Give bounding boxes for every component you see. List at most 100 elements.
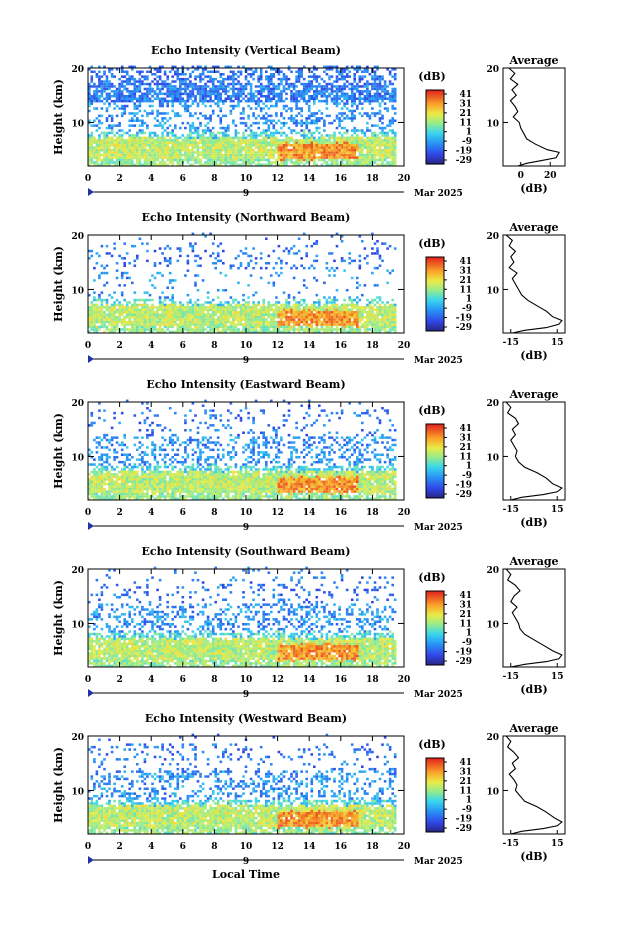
- heatmap-cell: [219, 306, 223, 309]
- heatmap-cell: [133, 148, 137, 152]
- heatmap-cell: [262, 328, 265, 331]
- heatmap-cell: [105, 318, 109, 321]
- heatmap-cell: [302, 279, 306, 282]
- heatmap-cell: [158, 163, 162, 167]
- heatmap-cell: [110, 90, 114, 93]
- heatmap-cell: [214, 325, 217, 329]
- heatmap-cell: [285, 92, 288, 96]
- heatmap-cell: [358, 75, 362, 78]
- heatmap-cell: [110, 85, 114, 88]
- heatmap-cell: [356, 85, 359, 88]
- heatmap-cell: [272, 148, 276, 152]
- heatmap-cell: [232, 308, 235, 312]
- heatmap-cell: [123, 242, 126, 245]
- heatmap-cell: [222, 141, 225, 144]
- heatmap-cell: [161, 144, 164, 147]
- heatmap-cell: [386, 92, 389, 96]
- heatmap-cell: [141, 320, 144, 324]
- heatmap-cell: [376, 87, 379, 91]
- heatmap-cell: [163, 92, 167, 96]
- heatmap-cell: [108, 87, 111, 91]
- heatmap-cell: [194, 68, 197, 71]
- heatmap-cell: [323, 87, 326, 91]
- heatmap-cell: [191, 90, 195, 93]
- heatmap-cell: [171, 139, 174, 142]
- heatmap-cell: [204, 129, 207, 132]
- heatmap-cell: [222, 315, 225, 319]
- heatmap-cell: [295, 163, 298, 167]
- heatmap-cell: [292, 99, 296, 103]
- heatmap-cell: [361, 161, 364, 164]
- heatmap-cell: [252, 293, 255, 297]
- heatmap-cell: [204, 139, 207, 142]
- heatmap-cell: [209, 92, 212, 96]
- heatmap-cell: [219, 308, 223, 312]
- heatmap-cell: [219, 144, 223, 147]
- heatmap-cell: [214, 313, 217, 316]
- heatmap-cell: [131, 161, 134, 164]
- heatmap-cell: [204, 249, 207, 253]
- heatmap-cell: [219, 126, 223, 130]
- heatmap-cell: [158, 320, 162, 324]
- heatmap-cell: [166, 318, 169, 321]
- heatmap-cell: [338, 73, 341, 76]
- heatmap-cell: [110, 313, 114, 316]
- heatmap-cell: [131, 117, 134, 120]
- heatmap-cell: [224, 151, 228, 154]
- heatmap-cell: [280, 77, 283, 81]
- heatmap-cell: [381, 77, 384, 81]
- colorbar-segment: [426, 139, 444, 143]
- heatmap-cell: [138, 87, 142, 91]
- heatmap-cell: [237, 313, 240, 316]
- heatmap-cell: [93, 308, 96, 312]
- heatmap-cell: [151, 153, 154, 157]
- heatmap-cell: [199, 85, 202, 88]
- heatmap-cell: [95, 262, 99, 265]
- heatmap-cell: [267, 77, 271, 81]
- heatmap-cell: [196, 134, 200, 137]
- heatmap-cell: [216, 65, 220, 69]
- colorbar-segment: [426, 303, 444, 306]
- heatmap-cell: [262, 158, 265, 162]
- heatmap-cell: [232, 148, 235, 152]
- heatmap-cell: [313, 153, 316, 157]
- heatmap-cell: [368, 308, 372, 312]
- heatmap-cell: [373, 85, 377, 88]
- heatmap-cell: [103, 158, 106, 162]
- heatmap-cell: [98, 151, 101, 154]
- heatmap-cell: [181, 92, 185, 96]
- heatmap-cell: [222, 158, 225, 162]
- heatmap-cell: [340, 75, 344, 78]
- heatmap-cell: [166, 313, 169, 316]
- heatmap-cell: [138, 298, 142, 302]
- heatmap-cell: [272, 156, 276, 159]
- heatmap-cell: [292, 244, 296, 248]
- heatmap-cell: [136, 315, 139, 319]
- heatmap-cell: [191, 249, 195, 253]
- heatmap-cell: [285, 311, 288, 314]
- heatmap-cell: [199, 121, 202, 125]
- heatmap-cell: [184, 274, 187, 277]
- colorbar-segment: [426, 95, 444, 98]
- heatmap-cell: [237, 131, 240, 135]
- heatmap-cell: [277, 328, 281, 331]
- heatmap-cell: [161, 156, 164, 159]
- heatmap-cell: [252, 73, 255, 76]
- heatmap-cell: [136, 323, 139, 326]
- heatmap-cell: [199, 77, 202, 81]
- heatmap-cell: [313, 276, 316, 280]
- heatmap-cell: [146, 90, 149, 93]
- heatmap-cell: [388, 163, 392, 167]
- heatmap-cell: [318, 136, 321, 140]
- heatmap-cell: [330, 75, 334, 78]
- heatmap-cell: [118, 308, 121, 312]
- heatmap-cell: [148, 161, 152, 164]
- heatmap-cell: [275, 320, 278, 324]
- heatmap-cell: [300, 121, 303, 125]
- heatmap-cell: [163, 323, 167, 326]
- heatmap-cell: [345, 144, 349, 147]
- heatmap-cell: [148, 318, 152, 321]
- heatmap-cell: [297, 153, 301, 157]
- heatmap-cell: [108, 146, 111, 149]
- heatmap-cell: [265, 99, 268, 103]
